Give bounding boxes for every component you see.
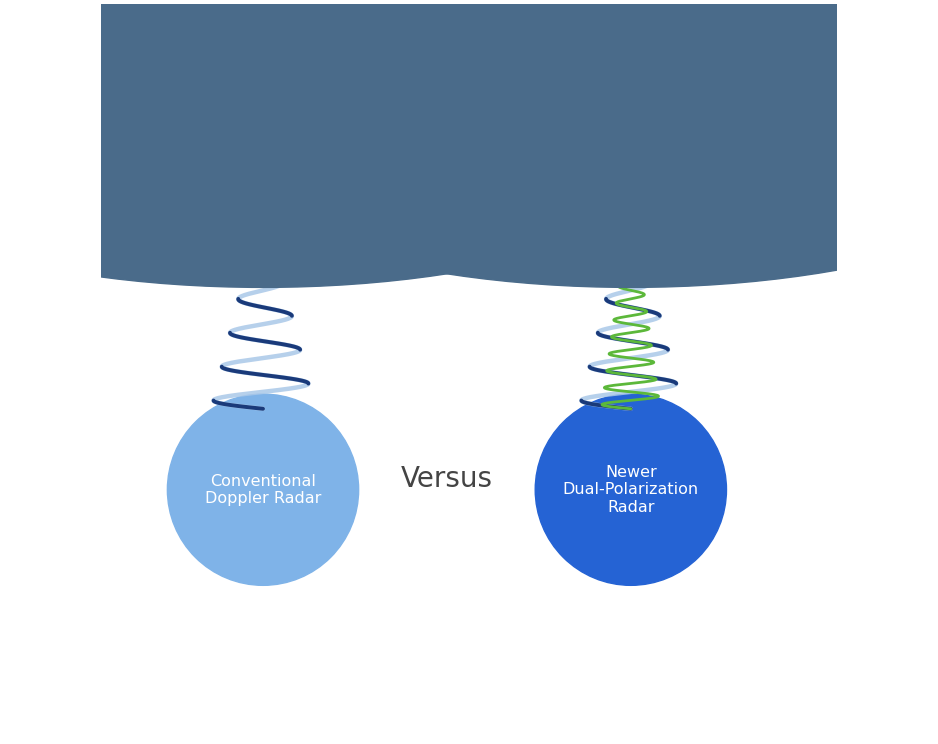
Ellipse shape xyxy=(0,0,362,89)
Polygon shape xyxy=(241,118,290,236)
Ellipse shape xyxy=(167,0,938,287)
Ellipse shape xyxy=(829,0,938,155)
Ellipse shape xyxy=(101,0,498,188)
Polygon shape xyxy=(582,176,598,187)
Ellipse shape xyxy=(0,0,727,287)
Ellipse shape xyxy=(0,0,130,188)
Polygon shape xyxy=(215,176,231,187)
Text: Newer
Dual-Polarization
Radar: Newer Dual-Polarization Radar xyxy=(563,465,699,515)
Polygon shape xyxy=(609,118,658,236)
Ellipse shape xyxy=(461,0,859,155)
Polygon shape xyxy=(295,176,311,187)
Polygon shape xyxy=(663,176,679,187)
Text: Versus: Versus xyxy=(401,465,493,493)
Circle shape xyxy=(536,394,727,586)
Ellipse shape xyxy=(164,0,693,56)
Ellipse shape xyxy=(266,0,730,89)
Ellipse shape xyxy=(532,0,938,56)
Text: Conventional
Doppler Radar: Conventional Doppler Radar xyxy=(204,473,321,506)
Circle shape xyxy=(167,394,358,586)
